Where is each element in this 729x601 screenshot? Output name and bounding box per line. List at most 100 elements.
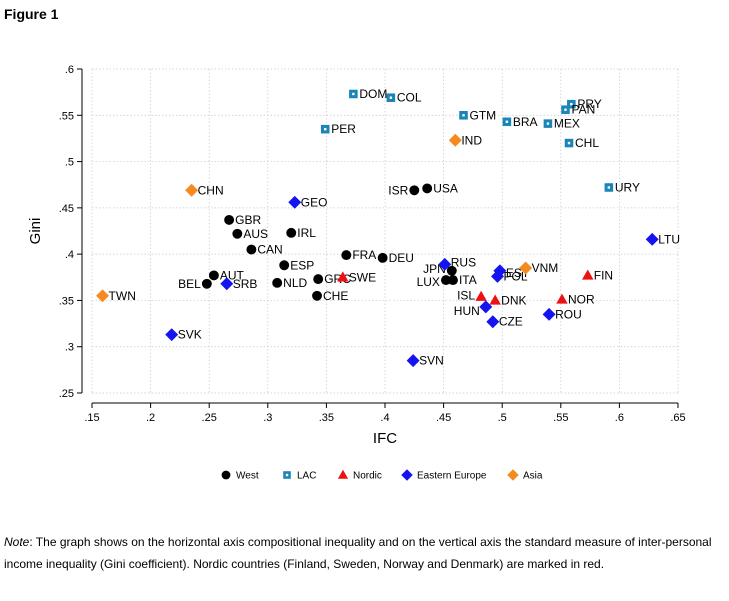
y-tick-label: .3 [65,342,74,354]
point-can [246,244,257,255]
point-label-swe: SWE [349,270,376,284]
point-label-aus: AUS [243,227,268,241]
point-label-irl: IRL [297,226,316,240]
point-label-dnk: DNK [501,293,526,307]
x-tick-label: .2 [146,412,155,424]
point-aus [232,228,243,239]
point-label-ltu: LTU [658,232,680,246]
legend-label-west: West [236,471,259,482]
point-bra [502,117,512,127]
point-label-bel: BEL [178,277,201,291]
point-label-ita: ITA [459,273,477,287]
point-isr [409,185,420,196]
point-mex [543,119,553,128]
point-label-nld: NLD [283,276,307,290]
x-tick-label: .25 [202,412,217,424]
point-label-per: PER [331,122,356,136]
y-tick-label: .35 [59,295,74,307]
point-label-rus: RUS [451,255,476,269]
x-axis-ticks: .15 .2 .25 .3 .35 .4 .45 .5 .55 .6 .65 [84,403,686,424]
point-bel [201,278,212,289]
legend-marker-west [221,470,231,480]
point-chn [185,183,199,197]
legend-label-lac: LAC [297,471,316,482]
point-pan [561,105,570,115]
point-jpn [446,265,457,276]
legend-label-eastern-europe: Eastern Europe [417,471,487,482]
point-label-fra: FRA [352,248,376,262]
legend-label-nordic: Nordic [353,471,382,482]
point-label-cze: CZE [499,315,523,329]
point-label-gbr: GBR [235,213,261,227]
point-swe [337,271,349,282]
y-tick-label: .45 [59,203,74,215]
point-hun [479,300,493,314]
point-esp [279,260,290,271]
point-dom [349,89,358,99]
figure-note: Note: The graph shows on the horizontal … [4,531,720,575]
point-label-vnm: VNM [532,261,559,275]
y-tick-label: .5 [65,157,74,169]
point-rou [542,307,556,321]
point-label-pan: PAN [571,103,595,117]
point-gbr [224,214,235,225]
y-tick-label: .25 [59,388,74,400]
x-tick-label: .6 [615,412,624,424]
x-tick-label: .5 [498,412,507,424]
point-isl [475,290,487,301]
point-label-lux: LUX [417,275,440,289]
y-tick-label: .6 [65,64,74,76]
point-nld [272,277,283,288]
point-deu [377,252,388,263]
legend-marker-eastern-europe [401,469,413,481]
point-rus [438,257,452,271]
point-ury [604,183,614,192]
y-axis-label: Gini [27,218,44,245]
point-label-pol: POL [504,269,528,283]
point-vnm [519,261,533,275]
plot-area [93,59,690,403]
point-label-chl: CHL [575,136,599,150]
x-tick-label: .55 [553,412,568,424]
point-label-hun: HUN [454,304,480,318]
point-label-rou: ROU [555,307,582,321]
point-label-ury: URY [615,180,640,194]
x-tick-label: .45 [436,412,451,424]
y-axis-ticks: .25 .3 .35 .4 .45 .5 .55 .6 [59,64,82,400]
point-pol [491,269,504,283]
x-tick-label: .35 [319,412,334,424]
point-label-bra: BRA [513,115,538,129]
figure-title: Figure 1 [4,6,59,22]
point-label-ind: IND [461,133,482,147]
point-ltu [645,232,659,246]
point-per [320,124,330,134]
x-tick-label: .65 [670,412,685,424]
legend-marker-lac [283,471,291,479]
point-grc [313,274,324,285]
point-usa [422,183,433,194]
point-label-geo: GEO [301,195,328,209]
point-col [386,93,396,102]
point-label-twn: TWN [109,289,136,303]
point-label-isl: ISL [457,289,475,303]
legend-label-asia: Asia [523,471,543,482]
point-chl [564,138,574,148]
point-label-gtm: GTM [470,108,497,122]
legend-marker-nordic [337,469,349,479]
point-srb [220,277,234,291]
point-label-usa: USA [433,181,458,195]
point-lux [440,275,451,286]
y-tick-label: .4 [65,249,74,261]
legend: West LAC Nordic Eastern Europe Asia [221,469,543,482]
scatter-chart: .25 .3 .35 .4 .45 .5 .55 .6 .15 .2 .25 .3 .35 .4 .45.… [27,59,690,482]
point-label-can: CAN [257,243,282,257]
x-tick-label: .3 [263,412,272,424]
point-fra [341,250,352,261]
point-gtm [459,111,468,120]
point-label-chn: CHN [198,183,224,197]
y-tick-label: .55 [59,110,74,122]
point-fin [582,269,594,280]
gridlines [91,68,679,394]
point-svn [406,354,420,368]
